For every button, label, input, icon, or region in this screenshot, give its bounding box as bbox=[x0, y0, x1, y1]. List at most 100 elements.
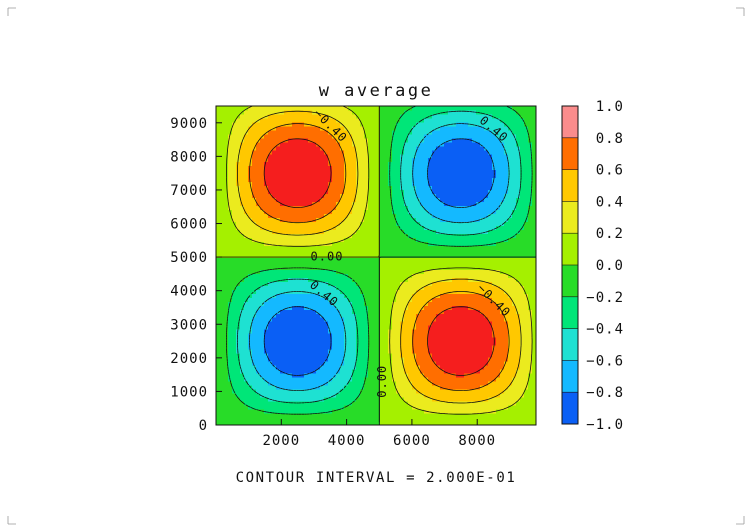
contour-cell bbox=[416, 305, 421, 310]
contour-cell bbox=[288, 369, 293, 374]
contour-cell bbox=[232, 265, 237, 270]
contour-cell bbox=[428, 181, 433, 187]
contour-cell bbox=[424, 277, 429, 282]
contour-cell bbox=[416, 257, 421, 262]
contour-cell bbox=[436, 317, 441, 322]
contour-cell bbox=[440, 113, 445, 119]
contour-cell bbox=[264, 317, 269, 322]
contour-cell bbox=[232, 229, 237, 234]
contour-cell bbox=[448, 361, 453, 366]
contour-cell bbox=[320, 257, 325, 262]
contour-cell bbox=[268, 341, 273, 346]
contour-cell bbox=[252, 341, 257, 346]
contour-cell bbox=[372, 125, 377, 131]
contour-cell bbox=[404, 269, 409, 274]
contour-cell bbox=[320, 301, 325, 306]
contour-cell bbox=[296, 277, 301, 282]
contour-cell bbox=[300, 397, 305, 402]
contour-cell bbox=[300, 313, 305, 318]
contour-cell bbox=[272, 365, 277, 370]
contour-cell bbox=[272, 357, 277, 362]
contour-cell bbox=[264, 305, 269, 310]
contour-cell bbox=[400, 277, 405, 282]
contour-cell bbox=[356, 369, 361, 374]
contour-cell bbox=[440, 369, 445, 374]
contour-cell bbox=[272, 237, 277, 242]
contour-cell bbox=[340, 321, 345, 326]
contour-cell bbox=[244, 197, 249, 203]
contour-cell bbox=[336, 245, 341, 250]
contour-cell bbox=[304, 245, 309, 250]
contour-cell bbox=[292, 385, 297, 390]
contour-cell bbox=[312, 277, 317, 282]
contour-cell bbox=[360, 281, 365, 286]
contour-cell bbox=[252, 377, 257, 382]
contour-cell bbox=[436, 341, 441, 346]
contour-cell bbox=[400, 393, 405, 398]
contour-cell bbox=[244, 109, 249, 115]
contour-cell bbox=[312, 165, 317, 171]
contour-cell bbox=[340, 137, 345, 143]
contour-cell bbox=[404, 125, 409, 131]
contour-cell bbox=[364, 409, 369, 414]
contour-cell bbox=[344, 189, 349, 195]
contour-cell bbox=[316, 373, 321, 378]
contour-cell bbox=[412, 205, 417, 211]
contour-cell bbox=[300, 405, 305, 410]
contour-cell bbox=[404, 389, 409, 394]
contour-cell bbox=[280, 177, 285, 183]
contour-cell bbox=[288, 185, 293, 191]
contour-cell bbox=[232, 349, 237, 354]
contour-cell bbox=[440, 233, 445, 238]
contour-cell bbox=[456, 245, 461, 250]
contour-cell bbox=[216, 201, 221, 207]
contour-cell bbox=[312, 285, 317, 290]
contour-cell bbox=[316, 349, 321, 354]
contour-cell bbox=[448, 257, 453, 262]
contour-cell bbox=[388, 409, 393, 414]
contour-cell bbox=[336, 409, 341, 414]
contour-cell bbox=[320, 133, 325, 139]
contour-cell bbox=[372, 237, 377, 242]
contour-cell bbox=[372, 337, 377, 342]
contour-cell bbox=[364, 237, 369, 242]
contour-cell bbox=[440, 106, 445, 111]
contour-cell bbox=[412, 209, 417, 215]
contour-cell bbox=[352, 241, 357, 246]
contour-cell bbox=[344, 289, 349, 294]
contour-cell bbox=[452, 301, 457, 306]
contour-cell bbox=[444, 281, 449, 286]
contour-cell bbox=[264, 289, 269, 294]
contour-cell bbox=[428, 413, 433, 418]
contour-cell bbox=[352, 121, 357, 127]
contour-cell bbox=[360, 133, 365, 139]
contour-cell bbox=[312, 313, 317, 318]
contour-cell bbox=[276, 277, 281, 282]
contour-cell bbox=[356, 317, 361, 322]
contour-cell bbox=[308, 193, 313, 199]
contour-cell bbox=[444, 129, 449, 135]
contour-cell bbox=[428, 265, 433, 270]
contour-cell bbox=[252, 253, 257, 258]
contour-cell bbox=[452, 361, 457, 366]
contour-cell bbox=[248, 133, 253, 139]
contour-cell bbox=[276, 249, 281, 254]
contour-cell bbox=[268, 245, 273, 250]
contour-cell bbox=[420, 157, 425, 163]
contour-cell bbox=[396, 309, 401, 314]
contour-cell bbox=[280, 173, 285, 179]
contour-cell bbox=[348, 205, 353, 211]
contour-cell bbox=[372, 209, 377, 215]
contour-cell bbox=[444, 197, 449, 203]
contour-cell bbox=[380, 265, 385, 270]
contour-cell bbox=[428, 117, 433, 123]
contour-cell bbox=[252, 301, 257, 306]
contour-cell bbox=[296, 109, 301, 115]
contour-cell bbox=[220, 357, 225, 362]
contour-cell bbox=[228, 393, 233, 398]
contour-cell bbox=[264, 329, 269, 334]
contour-cell bbox=[336, 385, 341, 390]
contour-cell bbox=[356, 153, 361, 159]
contour-cell bbox=[376, 301, 381, 306]
contour-cell bbox=[416, 401, 421, 406]
